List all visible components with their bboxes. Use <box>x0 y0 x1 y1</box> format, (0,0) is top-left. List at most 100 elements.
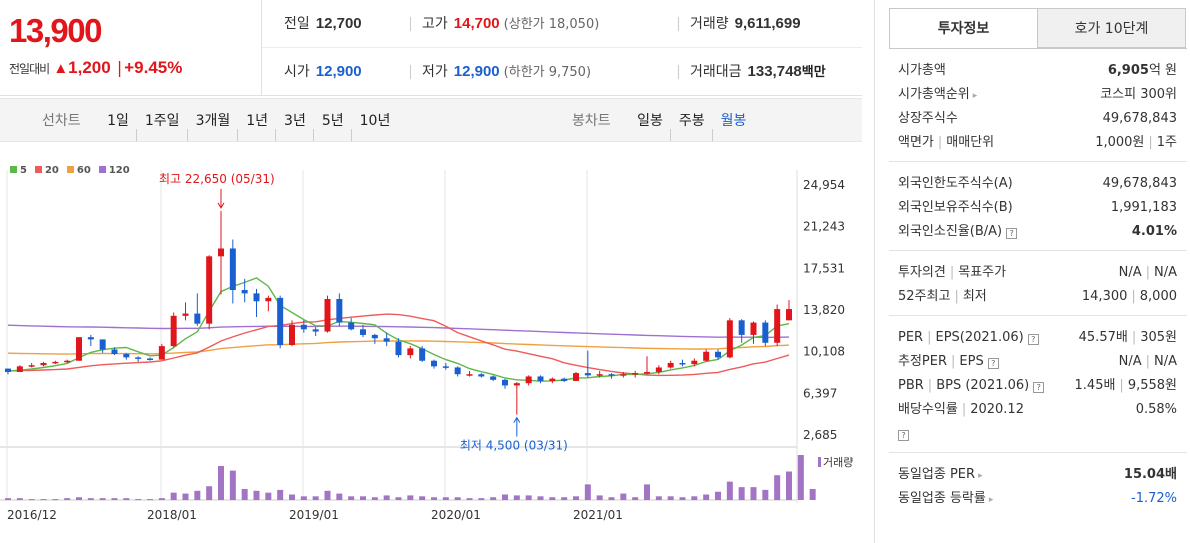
period-line-2[interactable]: 3개월 <box>188 113 239 129</box>
candle-body <box>561 378 568 381</box>
info-value-text: 49,678,843 <box>1102 111 1177 126</box>
volume-bar <box>608 497 615 500</box>
line-chart-periods: 선차트 1일 1주일 3개월 1년 3년 5년 10년 <box>42 99 398 143</box>
volume-bar <box>584 484 591 500</box>
amount-label: 거래대금 <box>690 64 742 80</box>
volume-label: 거래량 <box>690 16 729 32</box>
volume-bar <box>655 496 662 500</box>
high-price: 고가 14,700 (상한가 18,050) <box>422 0 599 48</box>
volume-value: 9,611,699 <box>734 15 801 32</box>
info-value-b: 305원 <box>1140 330 1177 345</box>
volume-bar <box>241 488 248 500</box>
candle-body <box>513 383 520 386</box>
volume-bar <box>218 466 224 500</box>
volume-bar <box>28 499 35 501</box>
candle-body <box>28 365 35 367</box>
volume-bar <box>182 493 189 500</box>
period-line-4[interactable]: 3년 <box>276 113 314 129</box>
info-value: 49,678,843 <box>1103 107 1177 131</box>
volume-bar <box>596 495 603 500</box>
candle-body <box>454 367 461 375</box>
period-candle-0[interactable]: 일봉 <box>637 113 663 129</box>
volume-bar <box>111 498 118 500</box>
legend-label: 20 <box>44 165 59 176</box>
info-section-sec3: 투자의견 | 목표주가 N/A | N/A 52주최고 | 최저 14,300 | 8,000 <box>889 251 1187 316</box>
candle-body <box>750 322 757 335</box>
info-section-sec4: PER | EPS(2021.06)? 45.57배 | 305원 추정PER | EPS? N/… <box>889 316 1187 453</box>
candlestick-chart: 2016/12 2018/01 2019/01 2020/01 2021/01 24,95… <box>0 170 853 522</box>
period-line-1[interactable]: 1주일 <box>137 113 188 129</box>
change-arrow-icon: ▲ <box>53 60 69 77</box>
volume-bar <box>726 481 733 500</box>
info-label-a: 액면가 <box>898 135 934 150</box>
volume-bar <box>253 490 260 500</box>
candle-body <box>147 358 153 360</box>
help-icon[interactable]: ? <box>1027 334 1039 345</box>
info-value-a: 14,300 <box>1081 289 1128 304</box>
x-tick-label: 2020/01 <box>431 508 481 522</box>
info-label: 동일업종 등락률 ▸ <box>898 491 993 506</box>
legend-swatch <box>10 166 17 173</box>
volume-bar <box>644 484 650 500</box>
candle-body <box>348 322 355 330</box>
candle-body <box>170 315 177 347</box>
info-value: N/A | N/A <box>1118 354 1177 369</box>
info-label: 투자의견 | 목표주가 <box>898 265 1007 280</box>
candle-body <box>644 371 650 374</box>
period-candle-2[interactable]: 월봉 <box>713 113 755 129</box>
info-row: PBR | BPS (2021.06)? 1.45배 | 9,558원 <box>889 374 1187 398</box>
info-value: -1.72% <box>1131 487 1177 511</box>
volume-bar <box>750 487 757 500</box>
info-label-b: 목표주가 <box>958 265 1007 280</box>
chevron-right-icon[interactable]: ▸ <box>988 495 994 505</box>
info-label-text: 동일업종 등락률 <box>898 491 986 506</box>
tab-order-book[interactable]: 호가 10단계 <box>1037 8 1186 48</box>
tab-invest-info[interactable]: 투자정보 <box>889 8 1038 48</box>
volume-bar <box>147 499 153 501</box>
candle-body <box>64 360 71 363</box>
info-value: 14,300 | 8,000 <box>1081 289 1177 304</box>
trade-amount: 거래대금 133,748백만 <box>690 48 826 96</box>
period-line-0[interactable]: 1일 <box>107 113 129 129</box>
high-label: 고가 <box>422 16 448 32</box>
info-label: 배당수익률 | 2020.12 <box>898 402 1024 417</box>
help-icon[interactable]: ? <box>1033 382 1045 393</box>
volume-bar <box>703 494 710 500</box>
volume-bar <box>277 489 284 500</box>
info-value-a: 45.57배 <box>1078 330 1128 345</box>
info-value-text: 49,678,843 <box>1102 176 1177 191</box>
info-label: PER | EPS(2021.06)? <box>898 330 1039 345</box>
info-label-a: PER <box>898 330 924 345</box>
period-line-3[interactable]: 1년 <box>238 113 276 129</box>
info-label-b: EPS <box>959 354 984 369</box>
info-label-text: 시가총액 <box>898 63 946 78</box>
chevron-right-icon[interactable]: ▸ <box>978 471 983 481</box>
current-price: 13,900 <box>9 12 102 49</box>
info-label: 시가총액순위 ▸ <box>898 87 977 102</box>
info-label-text: 외국인소진율(B/A) <box>898 224 1003 239</box>
legend-swatch <box>98 166 106 173</box>
candle-body <box>277 297 284 346</box>
info-label-b: BPS (2021.06) <box>936 378 1030 393</box>
period-line-5[interactable]: 5년 <box>314 113 352 129</box>
help-icon[interactable]: ? <box>1006 228 1018 239</box>
candle-body <box>632 373 639 375</box>
help-icon[interactable]: ? <box>898 430 909 441</box>
candle-body <box>395 341 402 356</box>
info-row: 외국인소진율(B/A)? 4.01% <box>889 220 1187 244</box>
info-value-a: 1.45배 <box>1074 378 1116 393</box>
info-value: 0.58% <box>1136 398 1177 422</box>
candle-body <box>111 349 118 355</box>
period-candle-1[interactable]: 주봉 <box>671 113 713 129</box>
info-label: PBR | BPS (2021.06)? <box>898 378 1045 393</box>
info-value: 49,678,843 <box>1103 172 1177 196</box>
chevron-right-icon[interactable]: ▸ <box>972 91 978 101</box>
candle-body <box>312 329 319 332</box>
volume-bar <box>667 496 674 500</box>
info-label: 외국인한도주식수(A) <box>898 176 1013 191</box>
low-arrowhead-icon <box>513 416 521 423</box>
volume-bar <box>265 492 272 500</box>
help-icon[interactable]: ? <box>987 358 999 369</box>
change-row: 전일대비 ▲1,200 | +9.45% <box>9 58 182 78</box>
period-line-6[interactable]: 10년 <box>352 113 399 129</box>
